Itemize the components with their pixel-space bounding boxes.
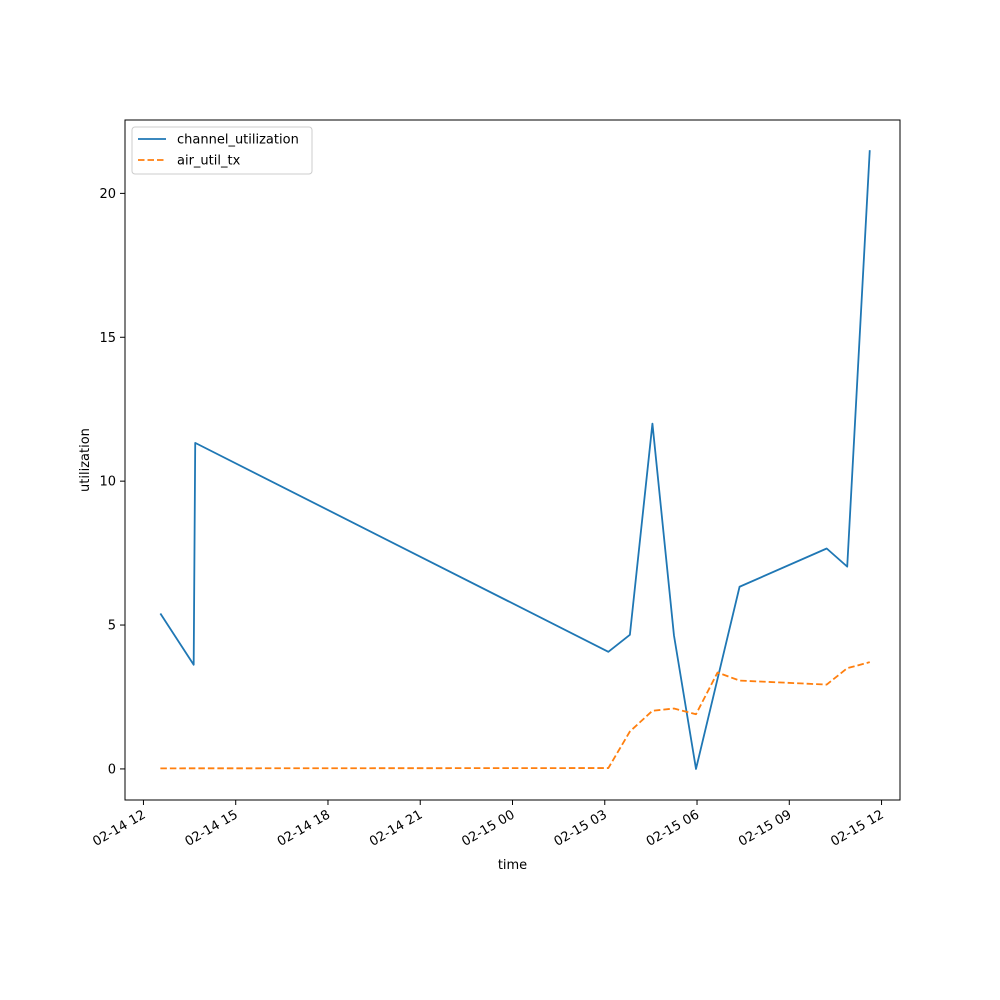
legend-box [131, 126, 313, 175]
y-axis-label: utilization [78, 428, 93, 492]
y-tick-label: 0 [108, 762, 116, 777]
series-line-channel-utilization [159, 150, 871, 770]
x-axis-label: time [498, 858, 527, 873]
legend: channel_utilization air_util_tx [131, 126, 313, 175]
series-layer [159, 150, 871, 770]
series-line-air-util-tx [160, 661, 870, 770]
y-tick-label: 15 [99, 331, 116, 346]
y-tick-label: 20 [99, 187, 116, 202]
legend-label: channel_utilization [177, 133, 299, 148]
y-tick-label: 10 [99, 475, 116, 490]
y-tick-label: 5 [108, 619, 116, 634]
legend-label: air_util_tx [177, 154, 241, 169]
y-axis-ticks: 0 5 10 15 20 [99, 187, 125, 777]
